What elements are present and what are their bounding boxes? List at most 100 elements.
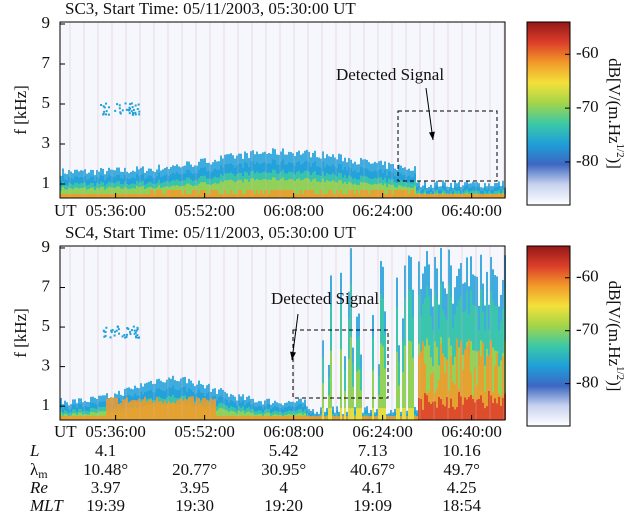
- row-label-text: λ: [30, 460, 39, 479]
- spectrogram-cell: [84, 187, 86, 198]
- spectrogram-cell: [198, 183, 200, 198]
- spectrogram-cell: [74, 194, 76, 198]
- spectrogram-cell: [420, 194, 422, 198]
- spectrogram-cell: [110, 329, 113, 332]
- spectrogram-cell: [278, 416, 280, 420]
- spectrogram-cell: [156, 190, 158, 198]
- spectrogram-cell: [260, 179, 262, 198]
- spectrogram-cell: [220, 416, 222, 420]
- spectrogram-cell: [72, 416, 74, 420]
- spectrogram-cell: [182, 185, 184, 198]
- detected-box: [397, 110, 498, 182]
- spectrogram-cell: [286, 416, 288, 420]
- spectrogram-cell: [308, 416, 310, 420]
- colorbar-tick-label: -80: [576, 373, 599, 392]
- spectrogram-cell: [414, 185, 416, 198]
- spectrogram-cell: [192, 396, 194, 420]
- spectrogram-cell: [158, 190, 160, 198]
- spectrogram-cell: [476, 399, 478, 420]
- spectrogram-cell: [114, 194, 116, 198]
- spectrogram-cell: [228, 411, 230, 420]
- spectrogram-cell: [250, 178, 252, 198]
- chart-title: SC3, Start Time: 05/11/2003, 05:30:00 UT: [65, 0, 356, 18]
- spectrogram-cell: [150, 190, 152, 198]
- spectrogram-cell: [498, 366, 500, 420]
- spectrogram-cell: [132, 194, 134, 198]
- colorbar-tick-label: -70: [576, 320, 599, 339]
- spectrogram-cell: [134, 111, 137, 114]
- spectrogram-cell: [240, 190, 242, 198]
- spectrogram-cell: [306, 177, 308, 198]
- spectrogram-cell: [290, 179, 292, 198]
- spectrogram-cell: [144, 396, 146, 420]
- spectrogram-cell: [124, 194, 126, 198]
- spectrogram-cell: [103, 335, 106, 338]
- spectrogram-cell: [110, 187, 112, 198]
- spectrogram-cell: [192, 190, 194, 198]
- spectrogram-cell: [129, 107, 132, 110]
- spectrogram-cell: [113, 334, 116, 337]
- spectrogram-cell: [220, 194, 222, 198]
- spectrogram-cell: [296, 194, 298, 198]
- spectrogram-cell: [336, 416, 338, 420]
- spectrogram-cell: [432, 372, 434, 420]
- spectrogram-cell: [436, 407, 438, 420]
- spectrogram-cell: [133, 332, 136, 335]
- spectrogram-cell: [328, 408, 330, 420]
- spectrogram-cell: [184, 398, 186, 420]
- spectrogram-cell: [254, 194, 256, 198]
- spectrogram-cell: [112, 194, 114, 198]
- spectrogram-cell: [366, 190, 368, 198]
- spectrogram-cell: [62, 194, 64, 198]
- spectrogram-cell: [350, 408, 352, 420]
- spectrogram-cell: [380, 408, 382, 420]
- spectrogram-cell: [360, 181, 362, 198]
- x-tick-label: 06:24:00: [352, 201, 412, 220]
- spectrogram-cell: [140, 194, 142, 198]
- spectrogram-cell: [340, 190, 342, 198]
- spectrogram-cell: [500, 194, 502, 198]
- spectrogram-cell: [274, 416, 276, 420]
- spectrogram-cell: [98, 411, 100, 420]
- spectrogram-cell: [464, 349, 466, 420]
- spectrogram-cell: [150, 399, 152, 420]
- spectrogram-cell: [342, 183, 344, 198]
- spectrogram-cell: [430, 403, 432, 420]
- annotation-arrow: [425, 87, 434, 141]
- spectrogram-cell: [108, 398, 110, 420]
- spectrogram-cell: [432, 194, 434, 198]
- spectrogram-cell: [60, 194, 62, 198]
- spectrogram-cell: [76, 416, 78, 420]
- spectrogram-cell: [486, 356, 488, 420]
- x-tick-label: 06:08:00: [263, 201, 323, 220]
- spectrogram-cell: [306, 416, 308, 420]
- spectrogram-cell: [276, 190, 278, 198]
- spectrogram-cell: [226, 416, 228, 420]
- spectrogram-cell: [384, 368, 386, 420]
- spectrogram-cell: [276, 180, 278, 198]
- spectrogram-cell: [372, 370, 374, 420]
- spectrogram-cell: [232, 180, 234, 198]
- spectrogram-cell: [256, 178, 258, 198]
- spectrogram-cell: [452, 194, 454, 198]
- spectrogram-cell: [129, 333, 132, 336]
- spectrogram-cell: [468, 194, 470, 198]
- spectrogram-cell: [402, 372, 404, 420]
- spectrogram-cell: [358, 194, 360, 198]
- spectrogram-cell: [84, 194, 86, 198]
- spectrogram-cell: [324, 194, 326, 198]
- spectrogram-cell: [316, 416, 318, 420]
- spectrogram-cell: [110, 397, 112, 420]
- spectrogram-cell: [104, 194, 106, 198]
- spectrogram-cell: [86, 194, 88, 198]
- spectrogram-cell: [398, 408, 400, 420]
- spectrogram-cell: [234, 194, 236, 198]
- spectrogram-cell: [144, 189, 146, 198]
- spectrogram-cell: [72, 189, 74, 198]
- spectrogram-cell: [298, 416, 300, 420]
- spectrogram-cell: [222, 416, 224, 420]
- spectrogram-cell: [102, 113, 105, 116]
- spectrogram-cell: [130, 194, 132, 198]
- spectrogram-cell: [438, 396, 440, 420]
- spectrogram-cell: [300, 416, 302, 420]
